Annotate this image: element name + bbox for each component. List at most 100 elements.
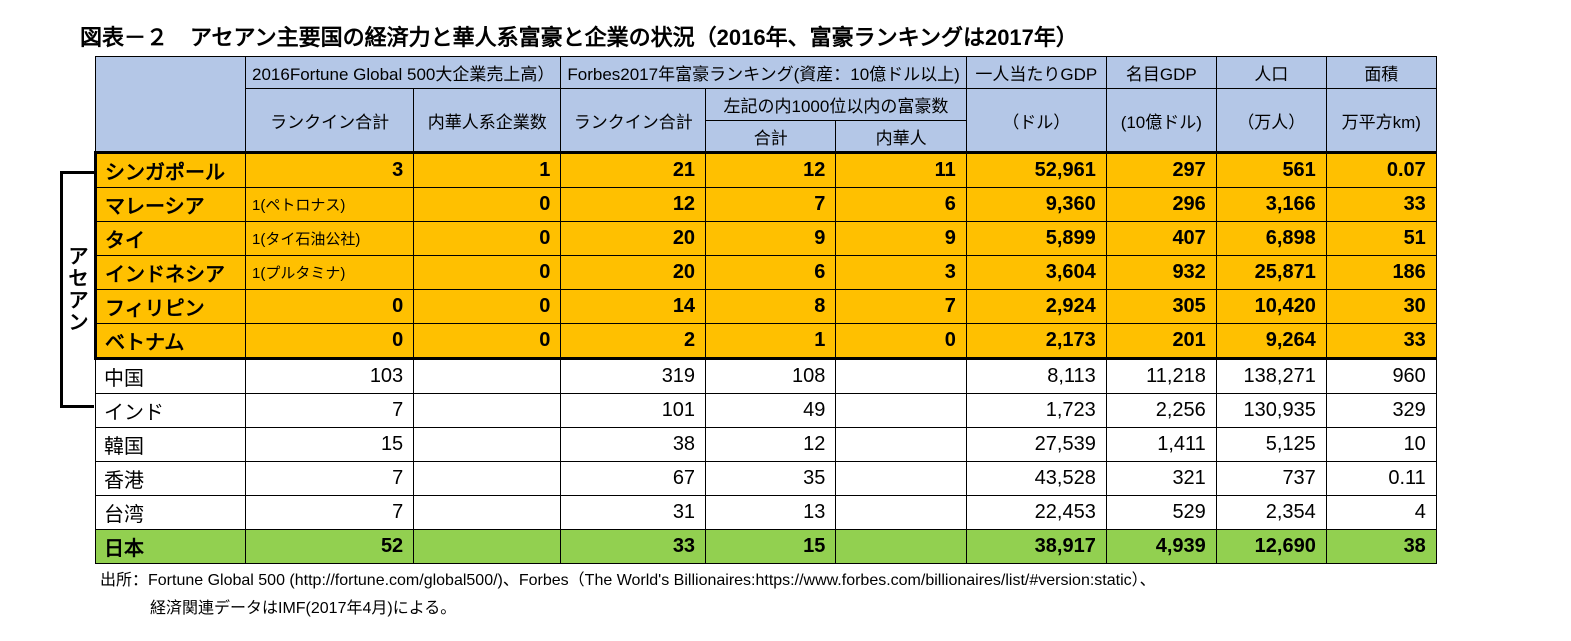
cell-country: 台湾 [96,496,246,530]
cell-gdppc: 2,173 [966,324,1106,359]
cell-gdp: 305 [1106,290,1216,324]
cell-f_cn [836,530,966,564]
cell-gdp: 4,939 [1106,530,1216,564]
cell-country: シンガポール [96,153,246,188]
cell-pop: 138,271 [1216,359,1326,394]
cell-chinese_co: 0 [414,324,561,359]
header-area: 面積 [1326,57,1436,89]
cell-forbes: 2 [561,324,706,359]
cell-gdp: 2,256 [1106,394,1216,428]
cell-f_cn [836,462,966,496]
cell-area: 960 [1326,359,1436,394]
cell-fortune: 52 [246,530,414,564]
cell-f_cn: 9 [836,222,966,256]
cell-country: 日本 [96,530,246,564]
cell-chinese_co: 0 [414,290,561,324]
cell-pop: 5,125 [1216,428,1326,462]
cell-f1000: 15 [706,530,836,564]
cell-chinese_co [414,428,561,462]
header-fortune-rankin: ランクイン合計 [246,89,414,153]
cell-f_cn: 11 [836,153,966,188]
cell-chinese_co [414,462,561,496]
table-row: ベトナム002102,1732019,26433 [96,324,1437,359]
cell-forbes: 38 [561,428,706,462]
cell-f1000: 7 [706,188,836,222]
header-area-unit: 万平方km) [1326,89,1436,153]
cell-f_cn: 7 [836,290,966,324]
cell-pop: 2,354 [1216,496,1326,530]
cell-pop: 6,898 [1216,222,1326,256]
cell-chinese_co [414,394,561,428]
header-gdp: 名目GDP [1106,57,1216,89]
cell-gdppc: 5,899 [966,222,1106,256]
table-row: シンガポール3121121152,9612975610.07 [96,153,1437,188]
cell-f_cn: 3 [836,256,966,290]
cell-area: 10 [1326,428,1436,462]
cell-gdppc: 27,539 [966,428,1106,462]
header-gdp-unit: (10億ドル) [1106,89,1216,153]
cell-f1000: 8 [706,290,836,324]
cell-f1000: 35 [706,462,836,496]
cell-pop: 10,420 [1216,290,1326,324]
cell-country: フィリピン [96,290,246,324]
cell-f1000: 108 [706,359,836,394]
source-line-1: 出所：Fortune Global 500 (http://fortune.co… [100,570,1511,592]
cell-area: 51 [1326,222,1436,256]
cell-forbes: 33 [561,530,706,564]
cell-fortune_txt: 1(ペトロナス) [246,188,414,222]
table-row: フィリピン0014872,92430510,42030 [96,290,1437,324]
table-row: インドネシア1(プルタミナ)020633,60493225,871186 [96,256,1437,290]
cell-gdppc: 2,924 [966,290,1106,324]
cell-pop: 9,264 [1216,324,1326,359]
cell-chinese_co: 0 [414,256,561,290]
table-row: 日本52331538,9174,93912,69038 [96,530,1437,564]
cell-fortune: 3 [246,153,414,188]
cell-pop: 12,690 [1216,530,1326,564]
header-pop-unit: （万人） [1216,89,1326,153]
cell-gdp: 407 [1106,222,1216,256]
cell-area: 4 [1326,496,1436,530]
header-gdppc-unit: （ドル） [966,89,1106,153]
cell-chinese_co: 1 [414,153,561,188]
cell-country: インドネシア [96,256,246,290]
table-title: 図表－２ アセアン主要国の経済力と華人系富豪と企業の状況（2016年、富豪ランキ… [80,20,1511,52]
cell-chinese_co: 0 [414,188,561,222]
cell-gdppc: 22,453 [966,496,1106,530]
cell-f1000: 49 [706,394,836,428]
cell-pop: 130,935 [1216,394,1326,428]
cell-area: 30 [1326,290,1436,324]
cell-forbes: 20 [561,222,706,256]
cell-forbes: 67 [561,462,706,496]
cell-gdppc: 3,604 [966,256,1106,290]
cell-gdppc: 8,113 [966,359,1106,394]
cell-f_cn: 6 [836,188,966,222]
cell-f_cn [836,394,966,428]
table-row: 台湾7311322,4535292,3544 [96,496,1437,530]
header-forbes-1000: 左記の内1000位以内の富豪数 [706,89,967,121]
cell-gdp: 529 [1106,496,1216,530]
cell-f1000: 1 [706,324,836,359]
header-country [96,57,246,153]
cell-fortune: 0 [246,290,414,324]
cell-chinese_co [414,530,561,564]
cell-chinese_co [414,359,561,394]
header-gdppc: 一人当たりGDP [966,57,1106,89]
cell-f1000: 12 [706,153,836,188]
cell-gdppc: 52,961 [966,153,1106,188]
cell-f1000: 9 [706,222,836,256]
header-fortune-group: 2016Fortune Global 500大企業売上高） [246,57,561,89]
cell-f_cn [836,428,966,462]
table-row: タイ1(タイ石油公社)020995,8994076,89851 [96,222,1437,256]
cell-forbes: 319 [561,359,706,394]
header-pop: 人口 [1216,57,1326,89]
cell-pop: 25,871 [1216,256,1326,290]
cell-country: タイ [96,222,246,256]
cell-forbes: 20 [561,256,706,290]
table-row: マレーシア1(ペトロナス)012769,3602963,16633 [96,188,1437,222]
cell-f_cn: 0 [836,324,966,359]
cell-forbes: 101 [561,394,706,428]
cell-fortune: 103 [246,359,414,394]
cell-pop: 737 [1216,462,1326,496]
cell-gdp: 201 [1106,324,1216,359]
cell-forbes: 14 [561,290,706,324]
